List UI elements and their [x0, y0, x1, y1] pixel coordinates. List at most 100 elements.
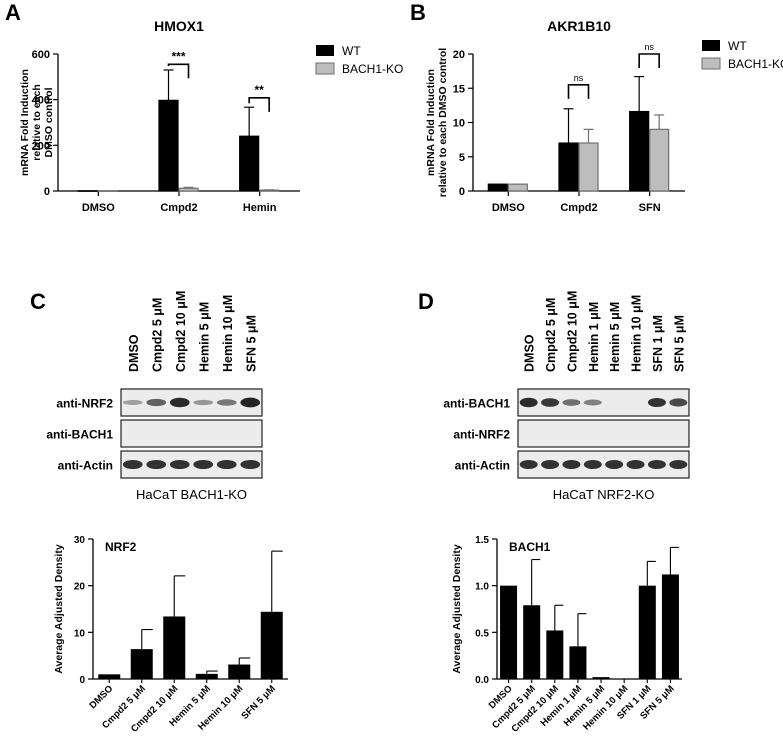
bar: [260, 611, 283, 679]
blot-band: [647, 459, 666, 470]
y-axis-label-line: mRNA Fold Induction: [19, 69, 31, 176]
significance-bracket: [167, 63, 190, 79]
x-tick-label: Cmpd2: [160, 202, 197, 214]
y-tick-label: 0: [459, 186, 465, 198]
panel-letter: B: [410, 0, 426, 25]
bar-wt: [77, 190, 98, 192]
blot-row-label: anti-NRF2: [453, 428, 510, 442]
lane-label: SFN 1 μM: [651, 315, 665, 372]
y-tick-label: 1.0: [475, 582, 489, 593]
legend-swatch-ko: [701, 57, 721, 70]
bar: [661, 574, 679, 679]
blot-band: [519, 397, 538, 408]
legend-label-ko: BACH1-KO: [728, 57, 783, 71]
bar: [546, 630, 564, 679]
blot-band: [562, 459, 581, 470]
legend-label-ko: BACH1-KO: [342, 62, 403, 76]
blot-band: [193, 399, 214, 406]
bar-wt: [558, 142, 579, 192]
bar-ko: [578, 142, 599, 192]
blot-band: [562, 399, 581, 406]
bar-wt: [629, 110, 650, 192]
chart-title: NRF2: [105, 540, 137, 554]
blot-band: [169, 397, 190, 408]
legend-label-wt: WT: [342, 44, 361, 58]
x-tick-label: DMSO: [87, 683, 115, 711]
significance-bracket: [248, 97, 270, 112]
significance-label: **: [254, 83, 264, 97]
lane-label: Hemin 5 μM: [197, 302, 211, 372]
y-tick-label: 10: [453, 118, 465, 130]
y-axis-label-line: DMSO control: [43, 87, 55, 157]
y-tick-label: 0: [79, 675, 85, 686]
bar: [638, 585, 656, 679]
blot-row-label: anti-NRF2: [56, 397, 113, 411]
blot-band: [122, 400, 143, 405]
bar: [228, 664, 251, 679]
legend-swatch-wt: [316, 45, 334, 56]
blot-row-label: anti-Actin: [455, 459, 510, 473]
panel-d-bar-chart: 0.0 0.5 1.0 1.5 Average Adjusted Density BACH…: [451, 535, 682, 735]
lane-label: SFN 5 μM: [672, 315, 686, 372]
bar-wt: [239, 135, 260, 192]
y-axis-label-line: relative to each DMSO control: [437, 48, 449, 197]
bar: [98, 674, 121, 679]
bar-wt: [487, 183, 508, 192]
blot-band: [240, 397, 261, 408]
blot-band: [169, 459, 190, 470]
y-axis-label: mRNA Fold Inductionrelative to each DMSO…: [425, 48, 449, 197]
lane-label: Hemin 10 μM: [221, 295, 235, 372]
x-tick-label: SFN: [639, 202, 661, 214]
blot-band: [541, 398, 560, 407]
bar-ko: [507, 183, 528, 192]
panel-c-western-blot: C DMSO Cmpd2 5 μM Cmpd2 10 μM Hemin 5 μM Hemi…: [30, 289, 263, 502]
y-tick-label: 600: [32, 49, 50, 61]
blot-band: [146, 459, 167, 470]
blot-band: [647, 397, 666, 408]
lane-label: DMSO: [127, 334, 141, 372]
panel-letter: C: [30, 289, 46, 314]
blot-band: [605, 459, 624, 470]
blot-band: [519, 459, 538, 470]
panel-letter: A: [5, 0, 21, 25]
panel-d-western-blot: D DMSO Cmpd2 5 μM Cmpd2 10 μM Hemin 1 μM Hemi…: [418, 289, 690, 502]
y-tick-label: 0.5: [475, 628, 489, 639]
lane-label: Hemin 5 μM: [608, 302, 622, 372]
y-axis-label: mRNA Fold Inductionrelative to eachDMSO …: [19, 69, 55, 176]
x-tick-label: DMSO: [82, 202, 115, 214]
blot-band: [541, 459, 560, 470]
x-tick-label: Hemin: [243, 202, 277, 214]
bar: [195, 673, 218, 679]
lane-label: Cmpd2 10 μM: [565, 291, 579, 372]
blot-band: [626, 459, 645, 470]
legend-swatch-wt: [702, 40, 720, 51]
bar-ko: [178, 187, 199, 192]
y-axis-label-line: relative to each: [31, 84, 43, 160]
x-tick-label: Cmpd2: [560, 202, 597, 214]
chart-title: BACH1: [509, 540, 551, 554]
blot-band: [669, 459, 688, 470]
legend-swatch-ko: [315, 62, 335, 75]
bar-wt: [158, 99, 179, 192]
blot-membrane: [517, 419, 690, 448]
bar: [163, 616, 186, 679]
lane-label: Cmpd2 10 μM: [174, 291, 188, 372]
chart-title: AKR1B10: [547, 18, 611, 34]
significance-bracket: [567, 84, 590, 99]
bar: [615, 678, 633, 680]
blot-membrane: [120, 450, 263, 479]
panel-letter: D: [418, 289, 434, 314]
significance-label: ***: [171, 49, 185, 63]
significance-label: ns: [644, 42, 654, 52]
y-tick-label: 10: [74, 628, 86, 639]
bar-ko: [649, 128, 670, 192]
y-tick-label: 0.0: [475, 675, 489, 686]
y-axis-label: Average Adjusted Density: [451, 544, 463, 674]
x-tick-label: DMSO: [492, 202, 525, 214]
panel-b: B 0 5 10 15 20 mRNA Fold Inductionrelative to …: [410, 0, 783, 214]
bar: [500, 585, 518, 679]
blot-band: [240, 459, 261, 470]
